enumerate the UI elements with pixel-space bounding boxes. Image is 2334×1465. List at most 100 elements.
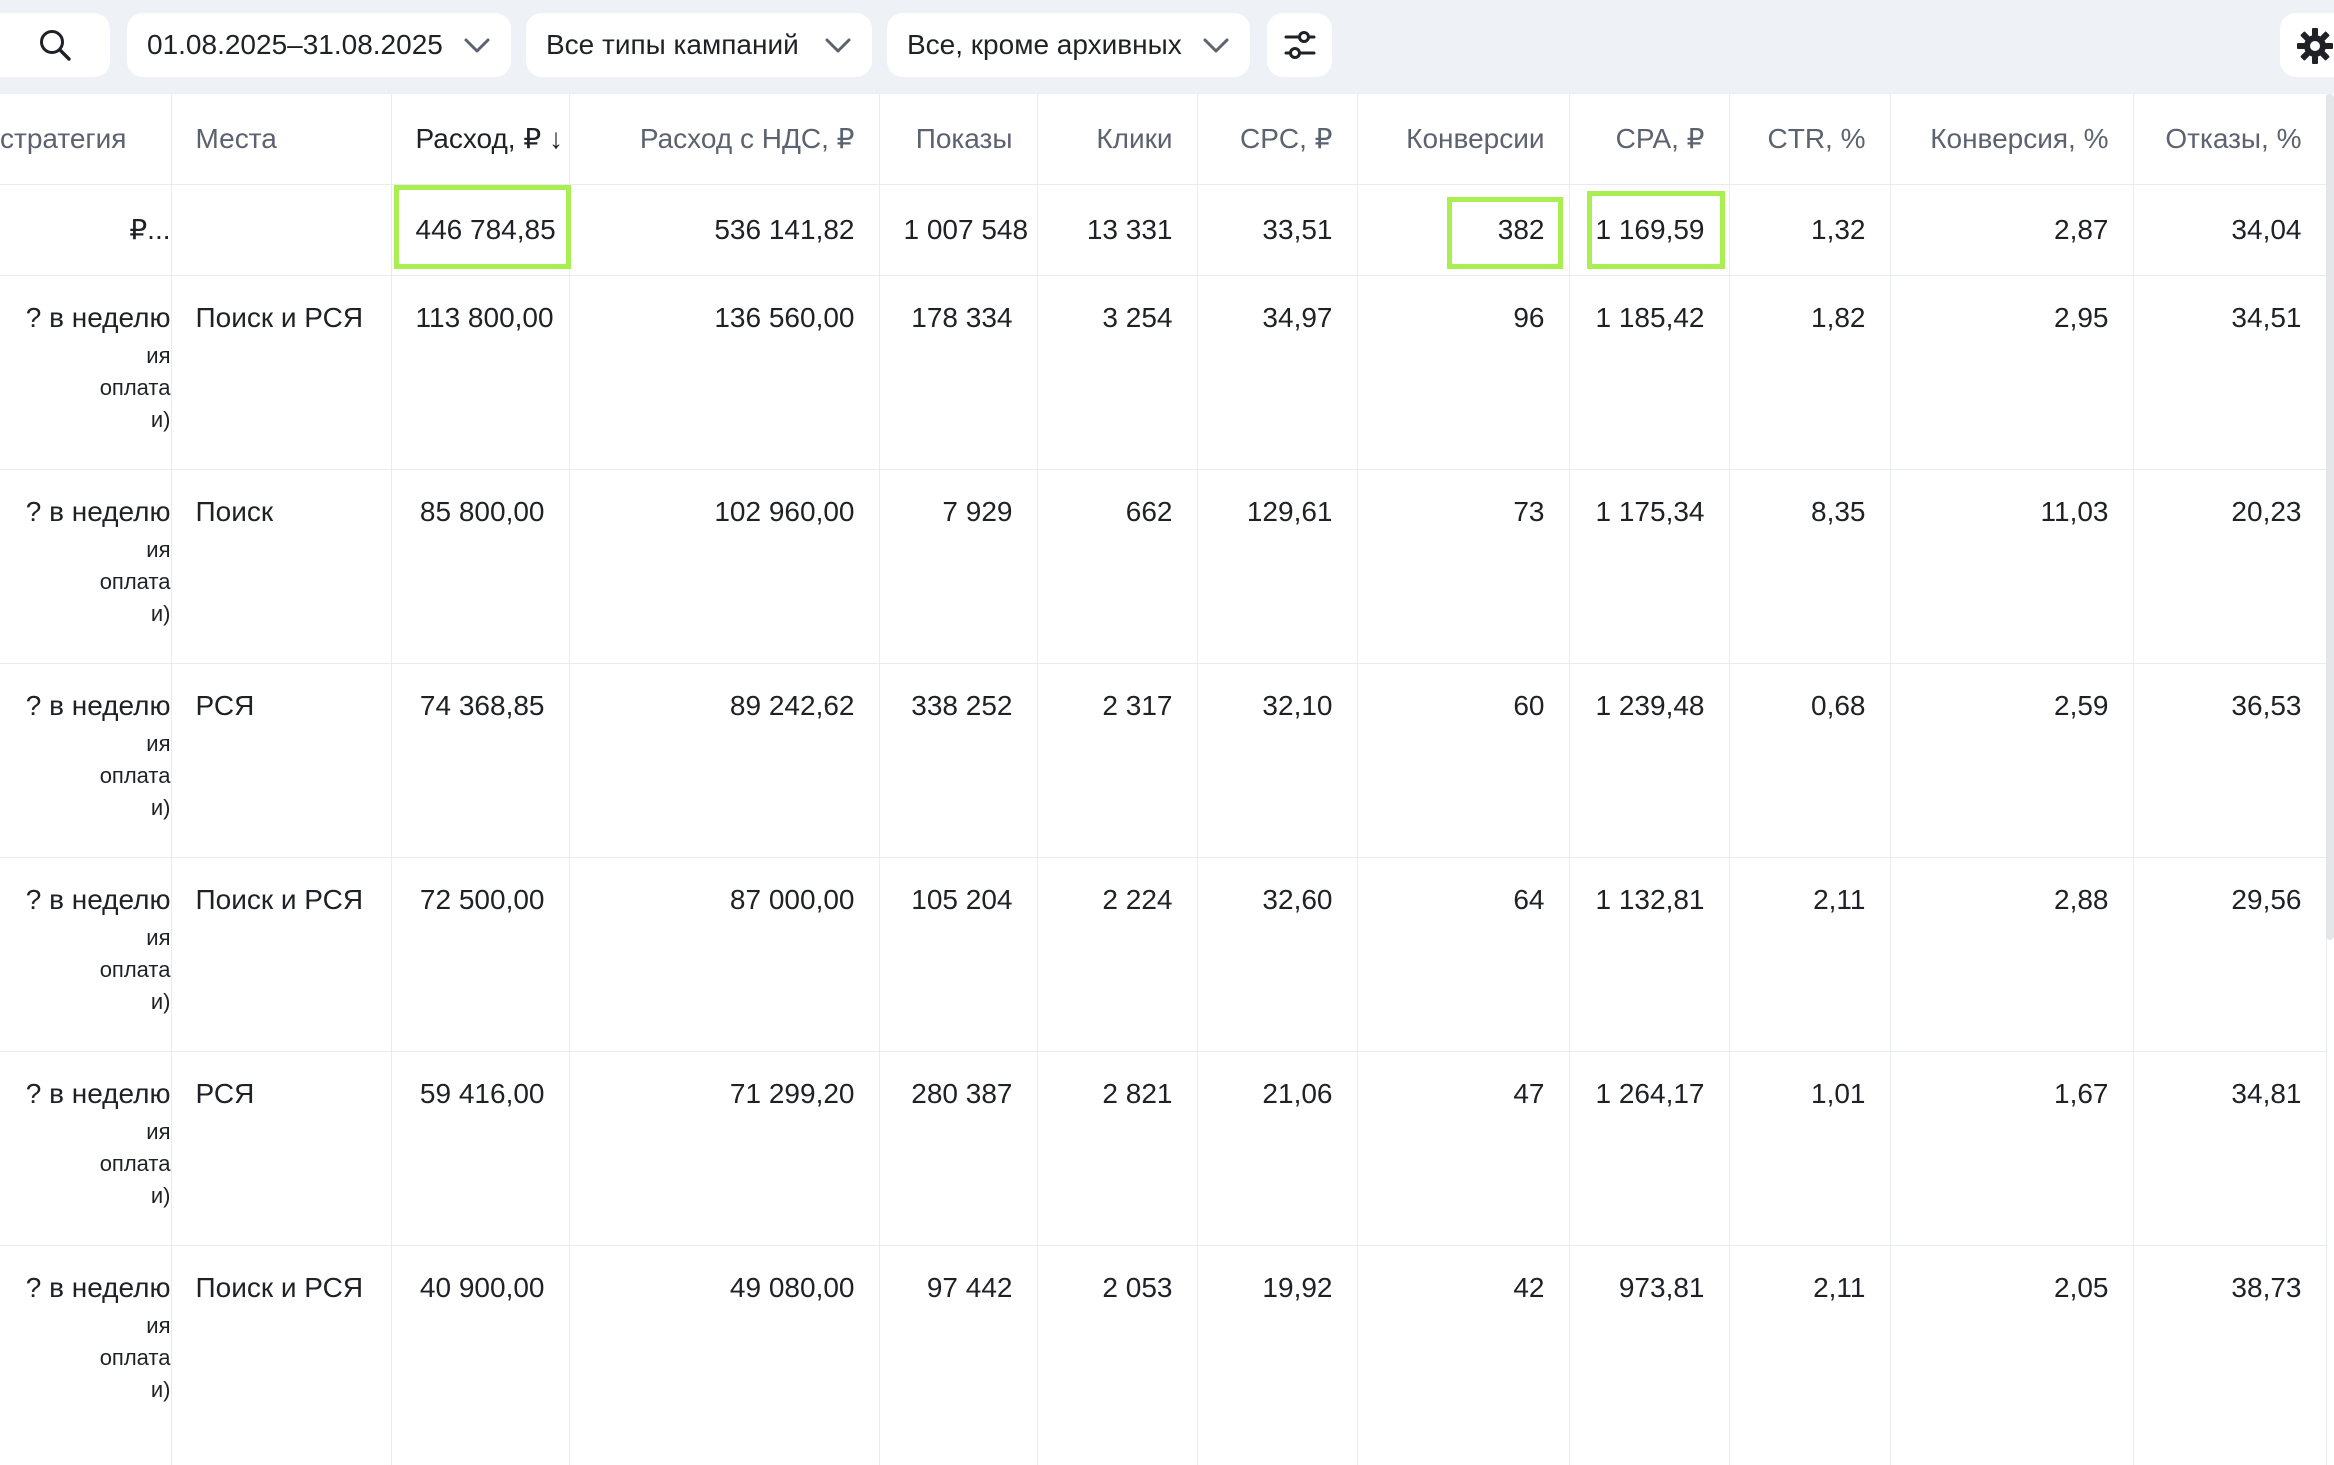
- chevron-down-icon: [825, 38, 851, 53]
- strategy-detail-2: оплата: [99, 1150, 171, 1176]
- cell-strategy: ? в неделю ия оплата и): [0, 275, 172, 470]
- cell-cpa: 973,81: [1569, 1245, 1730, 1465]
- strategy-detail-2: оплата: [99, 568, 171, 594]
- column-header-cpa[interactable]: CPA, ₽: [1569, 94, 1730, 185]
- cell-conversion-rate: 2,59: [1890, 663, 2134, 858]
- strategy-detail-3: и): [150, 988, 171, 1014]
- strategy-detail-2: оплата: [99, 762, 171, 788]
- cell-impressions: 105 204: [879, 857, 1038, 1052]
- table-row[interactable]: ? в неделю ия оплата и) Поиск и РСЯ 113 …: [0, 275, 2327, 470]
- column-header-conversions[interactable]: Конверсии: [1357, 94, 1570, 185]
- total-cpc: 33,51: [1197, 184, 1358, 276]
- cell-bounces: 34,51: [2133, 275, 2327, 470]
- campaign-types-label: Все типы кампаний: [546, 29, 799, 60]
- cell-conversion-rate: 2,95: [1890, 275, 2134, 470]
- column-header-ctr[interactable]: CTR, %: [1729, 94, 1891, 185]
- strategy-detail-1: ия: [146, 1312, 171, 1338]
- strategy-detail-3: и): [150, 1182, 171, 1208]
- strategy-budget: ? в неделю: [25, 495, 171, 527]
- cell-conversions: 60: [1357, 663, 1570, 858]
- column-header-spend-vat[interactable]: Расход с НДС, ₽: [569, 94, 880, 185]
- cell-bounces: 29,56: [2133, 857, 2327, 1052]
- cell-ctr: 8,35: [1729, 469, 1891, 664]
- total-conversions: 382: [1357, 184, 1570, 276]
- cell-spend: 85 800,00: [391, 469, 570, 664]
- cell-cpc: 32,60: [1197, 857, 1358, 1052]
- column-header-clicks[interactable]: Клики: [1037, 94, 1198, 185]
- cell-cpc: 19,92: [1197, 1245, 1358, 1465]
- total-impressions: 1 007 548: [879, 184, 1038, 276]
- search-icon: [40, 30, 71, 61]
- table-row[interactable]: ? в неделю ия оплата и) Поиск 85 800,00 …: [0, 469, 2327, 664]
- campaign-status-select[interactable]: Все, кроме архивных: [887, 13, 1250, 77]
- cell-spend-vat: 87 000,00: [569, 857, 880, 1052]
- cell-cpa: 1 175,34: [1569, 469, 1730, 664]
- cell-conversions: 73: [1357, 469, 1570, 664]
- campaign-types-select[interactable]: Все типы кампаний: [526, 13, 872, 77]
- cell-clicks: 2 821: [1037, 1051, 1198, 1246]
- filter-settings-button[interactable]: [1267, 13, 1332, 77]
- cell-spend-vat: 49 080,00: [569, 1245, 880, 1465]
- strategy-budget: ? в неделю: [25, 689, 171, 721]
- strategy-detail-1: ия: [146, 1118, 171, 1144]
- search-button[interactable]: [0, 13, 110, 77]
- cell-bounces: 38,73: [2133, 1245, 2327, 1465]
- table-row[interactable]: ? в неделю ия оплата и) Поиск и РСЯ 40 9…: [0, 1245, 2327, 1465]
- cell-strategy: ? в неделю ия оплата и): [0, 857, 172, 1052]
- cell-conversions: 42: [1357, 1245, 1570, 1465]
- cell-places: РСЯ: [171, 663, 392, 858]
- total-spend: 446 784,85: [391, 184, 570, 276]
- table-row[interactable]: ? в неделю ия оплата и) РСЯ 74 368,85 89…: [0, 663, 2327, 858]
- cell-clicks: 2 224: [1037, 857, 1198, 1052]
- cell-places: Поиск и РСЯ: [171, 857, 392, 1052]
- cell-ctr: 1,01: [1729, 1051, 1891, 1246]
- cell-bounces: 20,23: [2133, 469, 2327, 664]
- column-header-strategy[interactable]: стратегия: [0, 94, 172, 185]
- cell-conversion-rate: 2,05: [1890, 1245, 2134, 1465]
- strategy-detail-1: ия: [146, 924, 171, 950]
- cell-ctr: 2,11: [1729, 1245, 1891, 1465]
- cell-conversions: 96: [1357, 275, 1570, 470]
- total-places: [171, 184, 392, 276]
- cell-impressions: 97 442: [879, 1245, 1038, 1465]
- cell-impressions: 178 334: [879, 275, 1038, 470]
- cell-spend-vat: 136 560,00: [569, 275, 880, 470]
- total-spend-vat: 536 141,82: [569, 184, 880, 276]
- cell-conversion-rate: 2,88: [1890, 857, 2134, 1052]
- date-range-select[interactable]: 01.08.2025–31.08.2025: [127, 13, 511, 77]
- cell-clicks: 3 254: [1037, 275, 1198, 470]
- cell-places: Поиск и РСЯ: [171, 275, 392, 470]
- table-settings-button[interactable]: [2280, 13, 2334, 77]
- gear-icon: [2297, 28, 2333, 64]
- strategy-budget: ? в неделю: [25, 1271, 171, 1303]
- cell-cpc: 129,61: [1197, 469, 1358, 664]
- cell-spend: 72 500,00: [391, 857, 570, 1052]
- strategy-detail-1: ия: [146, 342, 171, 368]
- cell-cpa: 1 239,48: [1569, 663, 1730, 858]
- cell-spend: 40 900,00: [391, 1245, 570, 1465]
- column-header-impressions[interactable]: Показы: [879, 94, 1038, 185]
- strategy-detail-3: и): [150, 794, 171, 820]
- cell-strategy: ? в неделю ия оплата и): [0, 1245, 172, 1465]
- column-header-bounces[interactable]: Отказы, %: [2133, 94, 2327, 185]
- total-bounces: 34,04: [2133, 184, 2327, 276]
- cell-spend: 59 416,00: [391, 1051, 570, 1246]
- cell-conversions: 64: [1357, 857, 1570, 1052]
- cell-conversion-rate: 11,03: [1890, 469, 2134, 664]
- column-header-cpc[interactable]: CPC, ₽: [1197, 94, 1358, 185]
- cell-strategy: ? в неделю ия оплата и): [0, 663, 172, 858]
- cell-places: Поиск: [171, 469, 392, 664]
- table-row[interactable]: ? в неделю ия оплата и) РСЯ 59 416,00 71…: [0, 1051, 2327, 1246]
- table-row[interactable]: ? в неделю ия оплата и) Поиск и РСЯ 72 5…: [0, 857, 2327, 1052]
- total-cpa: 1 169,59: [1569, 184, 1730, 276]
- column-header-conversion-rate[interactable]: Конверсия, %: [1890, 94, 2134, 185]
- column-header-spend-sorted[interactable]: Расход, ₽ ↓: [391, 94, 570, 185]
- cell-cpc: 32,10: [1197, 663, 1358, 858]
- strategy-budget: ? в неделю: [25, 883, 171, 915]
- cell-cpc: 21,06: [1197, 1051, 1358, 1246]
- column-header-places[interactable]: Места: [171, 94, 392, 185]
- cell-spend-vat: 89 242,62: [569, 663, 880, 858]
- cell-strategy: ? в неделю ия оплата и): [0, 469, 172, 664]
- cell-clicks: 2 053: [1037, 1245, 1198, 1465]
- vertical-scrollbar[interactable]: [2326, 94, 2334, 940]
